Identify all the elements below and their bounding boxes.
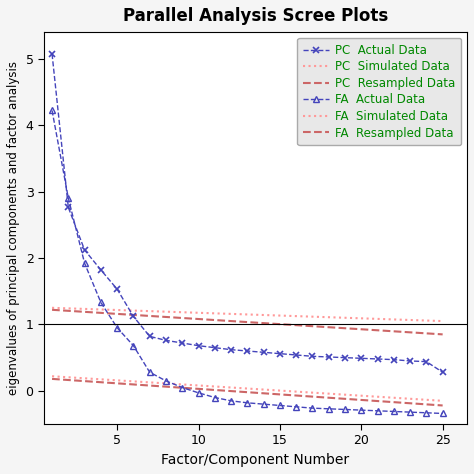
Title: Parallel Analysis Scree Plots: Parallel Analysis Scree Plots	[123, 7, 388, 25]
X-axis label: Factor/Component Number: Factor/Component Number	[162, 453, 349, 467]
Y-axis label: eigenvalues of principal components and factor analysis: eigenvalues of principal components and …	[7, 61, 20, 395]
Legend: PC  Actual Data, PC  Simulated Data, PC  Resampled Data, FA  Actual Data, FA  Si: PC Actual Data, PC Simulated Data, PC Re…	[297, 38, 461, 146]
